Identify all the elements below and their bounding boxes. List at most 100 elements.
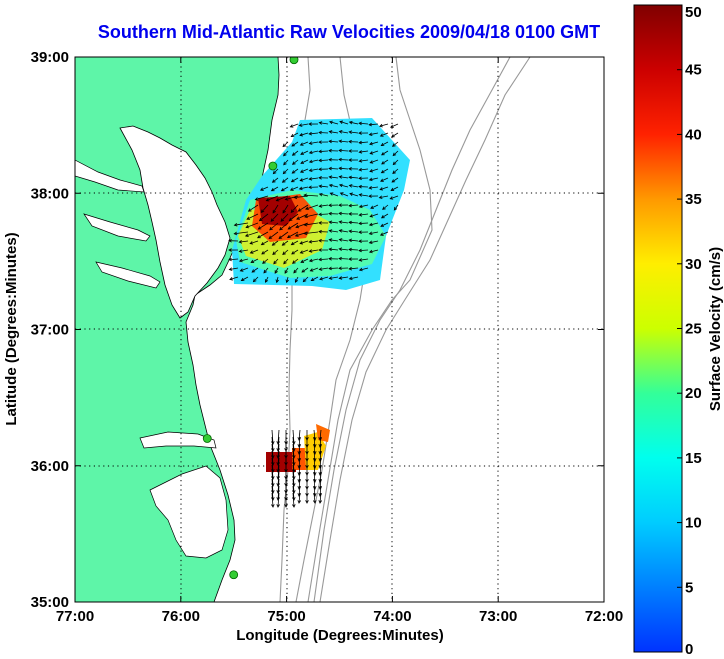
current-vector-head <box>299 250 304 254</box>
current-vector <box>291 249 299 255</box>
current-vector-head <box>251 269 256 273</box>
current-vector-head <box>249 250 254 254</box>
current-vector-head <box>308 177 313 181</box>
current-vector <box>379 195 389 199</box>
current-vector <box>253 276 259 282</box>
current-vector <box>339 184 349 188</box>
current-vector <box>391 132 399 138</box>
current-vector <box>298 204 309 212</box>
current-vector <box>304 231 319 234</box>
current-vector <box>277 471 280 487</box>
current-vector-head <box>275 198 280 202</box>
current-vector-head <box>276 448 280 452</box>
current-vector-head <box>338 276 343 280</box>
current-vector-head <box>358 176 362 181</box>
current-vector-head <box>348 184 353 188</box>
current-vector-head <box>228 267 233 271</box>
current-vector-head <box>263 269 267 274</box>
current-vector <box>286 276 289 283</box>
current-vector-head <box>380 169 385 174</box>
current-vectors <box>228 120 399 284</box>
colorbar-tick-label: 35 <box>685 191 702 208</box>
current-vector <box>298 471 301 483</box>
current-vector <box>381 150 389 156</box>
current-vector <box>329 267 339 269</box>
current-vector <box>359 267 369 271</box>
current-vector-head <box>276 504 280 508</box>
current-vector <box>298 492 301 504</box>
current-vector <box>250 249 259 254</box>
velocity-patch-core <box>258 196 298 226</box>
current-vector-head <box>244 233 249 237</box>
current-vector <box>287 231 299 239</box>
current-vector <box>234 231 249 235</box>
current-vector <box>250 240 259 245</box>
current-vector-head <box>348 158 352 162</box>
current-vector-head <box>328 166 332 171</box>
current-vector <box>349 176 359 179</box>
colorbar-tick-label: 50 <box>685 4 702 21</box>
current-vector <box>390 186 399 191</box>
current-vector <box>391 177 399 183</box>
current-vector <box>276 195 289 202</box>
current-vector <box>300 141 309 146</box>
current-vector <box>277 457 280 473</box>
current-vector <box>359 204 369 208</box>
current-vector <box>319 492 322 504</box>
current-vector <box>349 230 359 233</box>
colorbar-tick-label: 0 <box>685 641 693 658</box>
current-vector <box>245 231 259 237</box>
current-vector-head <box>358 267 363 272</box>
current-vector <box>261 204 269 213</box>
current-vector-head <box>338 148 342 153</box>
current-vector <box>349 131 359 134</box>
current-vector-head <box>369 160 374 164</box>
current-vector <box>329 221 339 224</box>
colorbar-tick-label: 25 <box>685 321 702 338</box>
current-vector-head <box>299 178 304 182</box>
current-vector <box>310 267 319 272</box>
current-vector-head <box>290 178 295 183</box>
current-vector-head <box>328 130 333 134</box>
current-vector-head <box>290 133 295 138</box>
current-vector-head <box>318 221 322 225</box>
current-vector-head <box>300 151 304 155</box>
current-vector-head <box>271 476 275 480</box>
current-vector-head <box>338 157 342 162</box>
current-vector <box>271 443 274 459</box>
velocity-field-north <box>228 118 410 290</box>
current-vector-head <box>338 220 343 224</box>
current-vector-head <box>280 187 285 192</box>
current-vector-head <box>300 160 305 164</box>
current-vector-head <box>318 140 322 144</box>
current-vector-head <box>328 220 333 225</box>
current-vector-head <box>285 279 289 284</box>
current-vector <box>319 267 329 270</box>
current-vector <box>380 132 389 137</box>
current-vector-head <box>292 455 296 459</box>
current-vector-head <box>328 238 333 242</box>
current-vector-head <box>276 476 280 480</box>
current-vector <box>301 267 309 273</box>
current-vector-head <box>368 194 372 198</box>
current-vector-head <box>270 218 275 222</box>
current-vector-head <box>261 251 265 255</box>
pamlico-sound <box>149 465 229 559</box>
current-vector <box>359 122 369 125</box>
velocity-field-south <box>266 424 330 508</box>
current-vector <box>283 258 289 265</box>
current-vector-head <box>264 279 269 283</box>
current-vector-head <box>289 124 294 128</box>
current-vector-head <box>272 170 277 175</box>
current-vector <box>349 184 359 188</box>
current-vector-head <box>276 441 280 445</box>
current-vector <box>277 436 280 452</box>
current-vector <box>369 141 379 145</box>
current-vector-head <box>380 215 385 219</box>
current-vector-head <box>348 120 353 125</box>
current-vector-head <box>318 229 322 234</box>
current-vector-head <box>328 229 333 233</box>
current-vector-head <box>228 257 232 262</box>
current-vector-head <box>259 187 264 191</box>
